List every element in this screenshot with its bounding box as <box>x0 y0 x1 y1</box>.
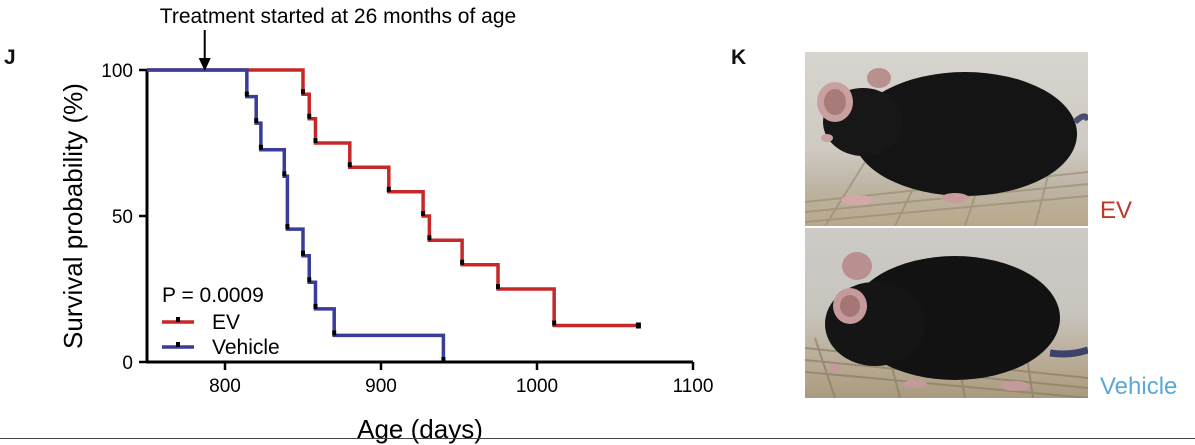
event-marker-vehicle <box>307 277 312 283</box>
event-marker-vehicle <box>282 171 287 177</box>
photo-label-ev: EV <box>1100 197 1133 224</box>
event-marker-ev <box>301 89 305 95</box>
photo-label-vehicle: Vehicle <box>1100 373 1178 400</box>
event-marker-vehicle <box>332 330 337 336</box>
event-marker-ev <box>386 186 391 192</box>
photo-divider <box>805 226 1088 228</box>
legend-swatch-marker <box>176 317 180 322</box>
treatment-annotation-text: Treatment started at 26 months of age <box>160 5 516 28</box>
panel-label-k: K <box>731 46 747 69</box>
y-tick-label: 0 <box>122 353 133 374</box>
series-line-ev <box>147 68 639 328</box>
event-marker-vehicle <box>441 357 446 362</box>
photo-vehicle-mouse <box>805 228 1088 398</box>
event-marker-ev <box>460 259 465 265</box>
p-value-text: P = 0.0009 <box>162 284 264 307</box>
event-marker-ev <box>347 162 352 168</box>
event-marker-vehicle <box>301 250 305 256</box>
legend-label-ev: EV <box>212 311 240 334</box>
series-line-vehicle <box>147 68 446 362</box>
x-axis-title: Age (days) <box>357 414 483 444</box>
ev-mouse-image <box>805 68 1088 226</box>
event-marker-ev <box>552 320 557 326</box>
legend-swatch-marker <box>176 342 180 347</box>
survival-chart: 800 900 1000 1100 0 50 100 Age (days) Survival p… <box>58 5 714 444</box>
event-marker-ev <box>496 284 500 289</box>
photo-ev-mouse <box>805 52 1088 226</box>
bottom-rule <box>0 438 1195 439</box>
event-marker-vehicle <box>313 303 318 309</box>
event-marker-ev <box>307 113 312 119</box>
event-marker-vehicle <box>244 91 249 97</box>
event-marker-ev <box>421 211 426 216</box>
legend-label-vehicle: Vehicle <box>212 336 280 359</box>
vehicle-mouse-image <box>805 252 1088 398</box>
x-tick-label: 800 <box>209 376 241 397</box>
y-axis-title: Survival probability (%) <box>58 83 88 349</box>
event-marker-ev <box>313 138 318 143</box>
x-tick-label: 1000 <box>516 376 558 397</box>
censor-marker-ev <box>635 322 641 329</box>
y-tick-label: 50 <box>112 207 133 228</box>
event-marker-vehicle <box>254 118 259 124</box>
event-marker-vehicle <box>258 144 263 150</box>
x-tick-label: 900 <box>365 376 397 397</box>
event-marker-vehicle <box>285 224 290 230</box>
y-tick-label: 100 <box>101 61 133 82</box>
panel-label-j: J <box>4 46 16 69</box>
event-marker-ev <box>427 235 432 241</box>
treatment-arrow-head <box>198 58 211 71</box>
x-tick-label: 1100 <box>673 376 714 397</box>
